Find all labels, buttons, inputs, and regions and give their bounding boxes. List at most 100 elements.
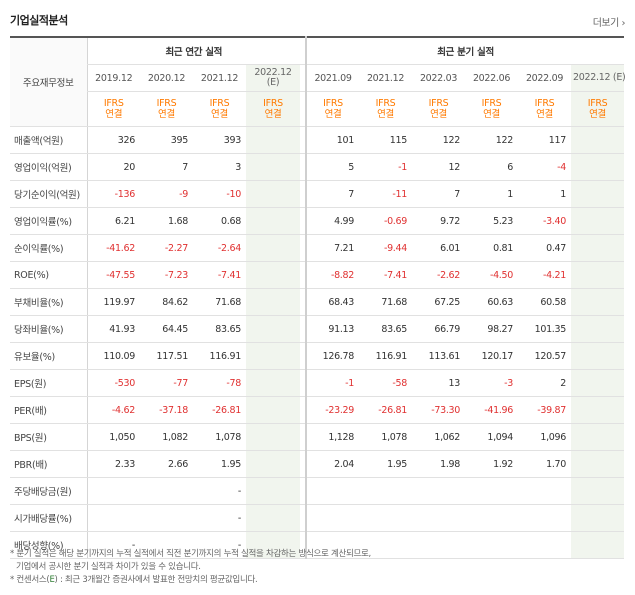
annual-value: -26.81 <box>193 396 246 424</box>
quarter-value: -0.69 <box>359 207 413 235</box>
row-label: 유보율(%) <box>10 342 87 370</box>
period-year: 2022.12 <box>254 67 292 78</box>
quarter-value <box>571 261 625 289</box>
quarter-value: 1,096 <box>518 423 572 451</box>
table-row: 부채비율(%) 119.97 84.62 71.68 68.43 71.68 67.25 60… <box>10 288 625 316</box>
table-row: PER(배) -4.62 -37.18 -26.81 -23.29 -26.81 -73.3… <box>10 396 625 424</box>
quarter-value <box>465 531 519 559</box>
ifrs-consolidated: 연결 <box>430 109 447 120</box>
period-row: 2019.12 2020.12 2021.12 2022.12 (E) 2021.… <box>10 64 626 92</box>
quarter-value: 1.92 <box>465 450 519 478</box>
quarter-value <box>571 153 625 181</box>
quarter-value: 1,062 <box>412 423 466 451</box>
table-row: 당기순이익(억원) -136 -9 -10 7 -11 7 1 1 <box>10 180 625 208</box>
annual-value: 6.21 <box>86 207 140 235</box>
annual-value: - <box>193 477 246 505</box>
quarter-value: 122 <box>412 126 466 154</box>
quarter-value: -9.44 <box>359 234 413 262</box>
footnote-2-suffix: ) : 최근 3개월간 증권사에서 발표한 전망치의 평균값입니다. <box>54 575 258 585</box>
quarter-value: -58 <box>359 369 413 397</box>
estimate-mark: (E) <box>266 77 280 88</box>
group-gap <box>300 234 307 262</box>
annual-value <box>246 423 301 451</box>
quarter-value: 66.79 <box>412 315 466 343</box>
quarter-value <box>412 504 466 532</box>
table-row: 영업이익률(%) 6.21 1.68 0.68 4.99 -0.69 9.72 5.23 -3.… <box>10 207 625 235</box>
annual-value <box>246 342 301 370</box>
quarter-value: -4.50 <box>465 261 519 289</box>
corner-label: 주요재무정보 <box>10 37 87 127</box>
quarter-value <box>571 342 625 370</box>
annual-value: 83.65 <box>193 315 246 343</box>
quarter-value: 1,128 <box>305 423 360 451</box>
period-header-estimate: 2022.12 (E) <box>571 64 626 92</box>
quarter-value <box>571 423 625 451</box>
ifrs-label: IFRS 연결 <box>305 91 360 127</box>
quarter-value: 1 <box>518 180 572 208</box>
quarter-value: 98.27 <box>465 315 519 343</box>
annual-value <box>246 396 301 424</box>
quarter-value <box>465 477 519 505</box>
annual-value: - <box>193 531 246 559</box>
group-gap <box>300 180 307 208</box>
quarter-value: -11 <box>359 180 413 208</box>
quarter-value: 1.70 <box>518 450 572 478</box>
period-header: 2019.12 <box>86 64 140 92</box>
annual-value <box>140 531 193 559</box>
quarter-value <box>571 369 625 397</box>
quarter-value: 126.78 <box>305 342 360 370</box>
annual-value: 0.68 <box>193 207 246 235</box>
quarter-value <box>571 234 625 262</box>
quarter-value <box>359 531 413 559</box>
row-label: 당기순이익(억원) <box>10 180 87 208</box>
annual-value: 2.33 <box>86 450 140 478</box>
table-row: EPS(원) -530 -77 -78 -1 -58 13 -3 2 <box>10 369 625 397</box>
ifrs-label: IFRS 연결 <box>465 91 519 127</box>
quarter-value: 7.21 <box>305 234 360 262</box>
annual-value: -9 <box>140 180 193 208</box>
group-gap <box>300 207 307 235</box>
group-gap <box>300 396 307 424</box>
quarter-value: 1.95 <box>359 450 413 478</box>
table-row: 영업이익(억원) 20 7 3 5 -1 12 6 -4 <box>10 153 625 181</box>
annual-value: -136 <box>86 180 140 208</box>
group-gap <box>300 64 307 92</box>
quarter-value: 7 <box>412 180 466 208</box>
quarter-value: 60.63 <box>465 288 519 316</box>
ifrs-label: IFRS 연결 <box>246 91 301 127</box>
ifrs-label: IFRS 연결 <box>571 91 625 127</box>
quarter-value: -8.82 <box>305 261 360 289</box>
annual-value: 7 <box>140 153 193 181</box>
row-label: 순이익률(%) <box>10 234 87 262</box>
quarter-value: 6.01 <box>412 234 466 262</box>
group-gap <box>300 315 307 343</box>
more-link[interactable]: 더보기 › <box>592 18 626 29</box>
quarter-value: 60.58 <box>518 288 572 316</box>
quarter-value: -4.21 <box>518 261 572 289</box>
quarter-value <box>571 531 625 559</box>
annual-value: 116.91 <box>193 342 246 370</box>
quarter-value: -3.40 <box>518 207 572 235</box>
table-row: 매출액(억원) 326 395 393 101 115 122 122 117 <box>10 126 625 154</box>
footnotes: * 분기 실적은 해당 분기까지의 누적 실적에서 직전 분기까지의 누적 실적… <box>10 548 371 587</box>
quarter-value: -4 <box>518 153 572 181</box>
group-gap <box>300 37 307 65</box>
quarter-value: -2.62 <box>412 261 466 289</box>
quarter-value: 120.17 <box>465 342 519 370</box>
annual-value: 395 <box>140 126 193 154</box>
group-gap <box>300 153 307 181</box>
annual-value: 1,050 <box>86 423 140 451</box>
annual-value: 110.09 <box>86 342 140 370</box>
annual-value: -78 <box>193 369 246 397</box>
annual-value: -530 <box>86 369 140 397</box>
quarter-value <box>518 504 572 532</box>
ifrs-consolidated: 연결 <box>105 109 123 120</box>
annual-value: - <box>86 531 140 559</box>
annual-value: -77 <box>140 369 193 397</box>
annual-value <box>246 153 301 181</box>
quarter-value: 12 <box>412 153 466 181</box>
table-row: 유보율(%) 110.09 117.51 116.91 126.78 116.91 113.… <box>10 342 625 370</box>
quarter-value: -23.29 <box>305 396 360 424</box>
footnote-1-cont: 기업에서 공시한 분기 실적과 차이가 있을 수 있습니다. <box>16 562 201 572</box>
quarter-value <box>305 477 360 505</box>
